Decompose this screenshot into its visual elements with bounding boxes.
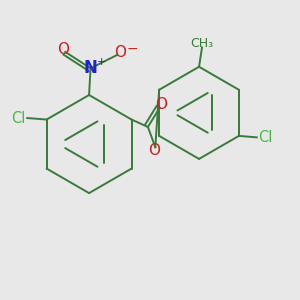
Text: O: O (114, 45, 126, 60)
Text: O: O (148, 143, 160, 158)
Text: N: N (84, 59, 98, 77)
Text: O: O (57, 42, 69, 57)
Text: Cl: Cl (11, 110, 26, 125)
Text: CH₃: CH₃ (190, 38, 214, 50)
Text: O: O (155, 97, 167, 112)
Text: −: − (127, 41, 139, 55)
Text: Cl: Cl (258, 130, 273, 145)
Text: +: + (97, 57, 106, 67)
